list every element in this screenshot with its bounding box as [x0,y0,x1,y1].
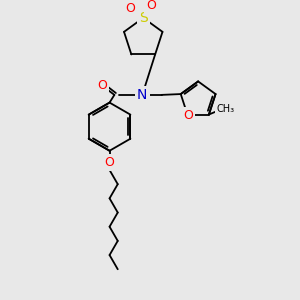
Text: O: O [146,0,156,12]
Text: O: O [125,2,135,15]
Text: CH₃: CH₃ [216,104,234,114]
Text: O: O [105,156,115,169]
Text: N: N [137,88,148,102]
Text: O: O [183,109,193,122]
Text: S: S [139,11,148,25]
Text: O: O [97,79,107,92]
